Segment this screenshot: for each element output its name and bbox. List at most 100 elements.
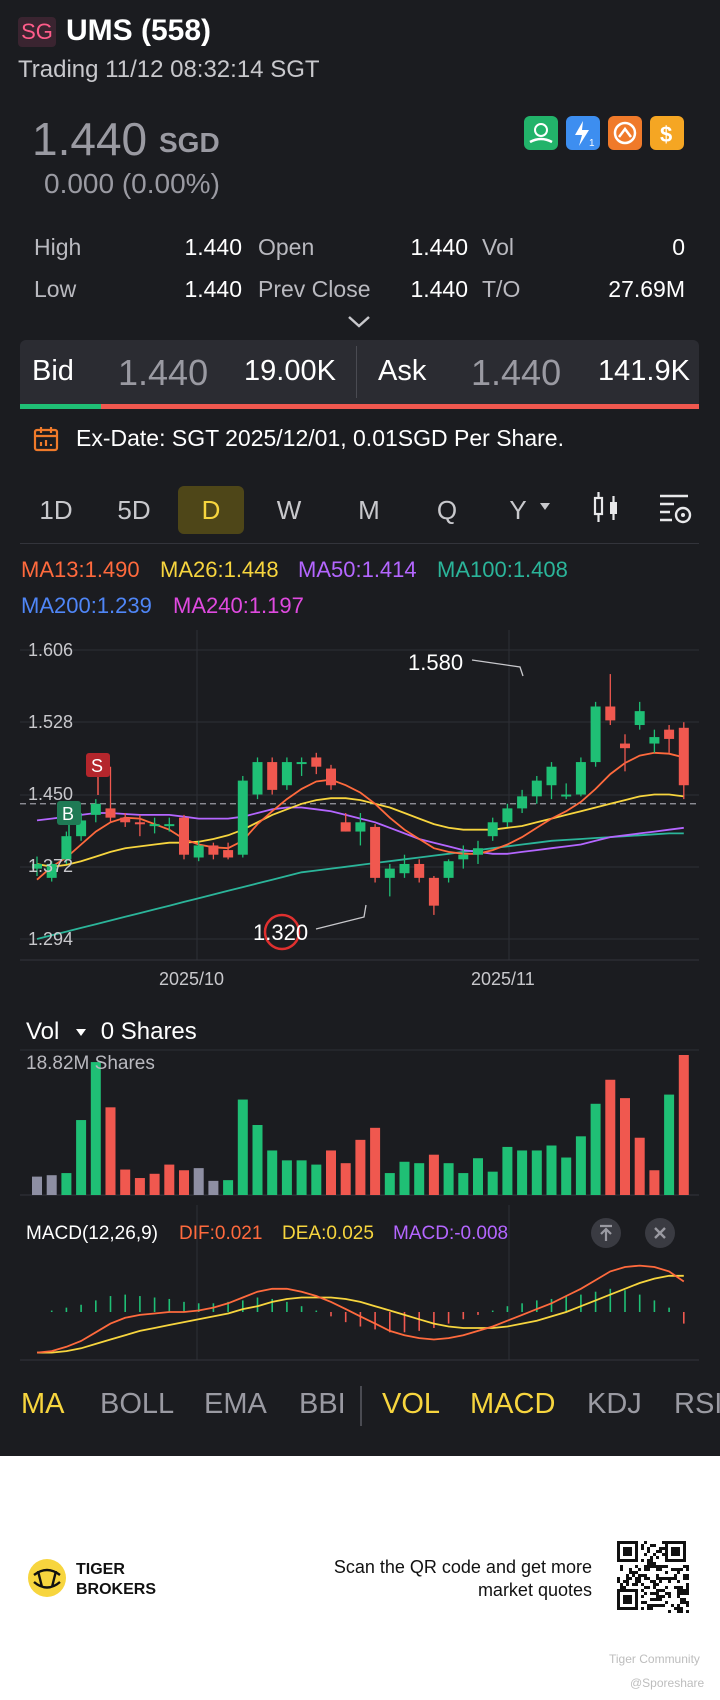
- candle-body: [311, 757, 322, 767]
- qr-module: [617, 1559, 638, 1562]
- candle-body: [340, 822, 351, 832]
- qr-module: [668, 1592, 671, 1595]
- qr-module: [686, 1601, 689, 1604]
- indicator-ema[interactable]: EMA: [204, 1388, 267, 1420]
- qr-module: [686, 1592, 689, 1595]
- ask-ratio-bar: [101, 404, 699, 409]
- candle-body: [443, 861, 454, 878]
- candlestick-type-icon[interactable]: [590, 490, 622, 531]
- qr-module: [665, 1541, 686, 1544]
- ma50-label: MA50:1.414: [298, 557, 417, 582]
- lightning-one-icon[interactable]: 1: [566, 116, 600, 150]
- volume-bar: [473, 1158, 483, 1195]
- qr-module: [686, 1568, 689, 1571]
- qr-module: [650, 1559, 653, 1562]
- indicator-rsi[interactable]: RSI: [674, 1388, 720, 1420]
- indicator-vol[interactable]: VOL: [382, 1388, 441, 1420]
- qr-module: [683, 1601, 686, 1604]
- candle-body: [590, 706, 601, 763]
- qr-module: [647, 1607, 650, 1610]
- candle-body: [649, 737, 660, 744]
- qr-module: [653, 1580, 656, 1583]
- qr-module: [659, 1550, 662, 1553]
- vol-label: Vol: [482, 234, 514, 260]
- candle-body: [605, 706, 616, 721]
- qr-module: [674, 1568, 677, 1571]
- qr-module: [644, 1586, 647, 1589]
- open-label: Open: [258, 234, 315, 260]
- qr-module: [659, 1604, 662, 1607]
- ma100-label: MA100:1.408: [437, 557, 568, 582]
- qr-module: [671, 1547, 680, 1556]
- ex-date-notice[interactable]: Ex-Date: SGT 2025/12/01, 0.01SGD Per Sha…: [76, 425, 564, 451]
- candle-body: [414, 863, 425, 878]
- qr-module: [662, 1547, 665, 1550]
- qr-module: [686, 1586, 689, 1589]
- close-icon[interactable]: [645, 1218, 675, 1248]
- chevron-down-icon[interactable]: [346, 314, 372, 335]
- qr-module: [656, 1589, 659, 1592]
- tab-d[interactable]: D: [178, 486, 244, 534]
- qr-module: [683, 1541, 686, 1562]
- price-chart[interactable]: 1.580 1.320 B S: [0, 625, 720, 1365]
- qr-module: [659, 1547, 662, 1550]
- qr-module: [635, 1589, 638, 1610]
- qr-module: [647, 1586, 650, 1589]
- qr-module: [647, 1550, 650, 1553]
- qr-module: [617, 1607, 638, 1610]
- pin-top-icon[interactable]: [591, 1218, 621, 1248]
- candle-body: [502, 808, 513, 823]
- sell-marker: [86, 753, 110, 777]
- indicator-macd[interactable]: MACD: [470, 1388, 556, 1420]
- tiger-logo-icon: [26, 1557, 68, 1604]
- qr-module: [656, 1583, 659, 1586]
- tab-q[interactable]: Q: [436, 495, 458, 525]
- tab-w[interactable]: W: [276, 495, 302, 525]
- qr-module: [656, 1574, 659, 1577]
- qr-module: [647, 1565, 650, 1568]
- volume-bar: [590, 1103, 601, 1195]
- bitcoin-icon[interactable]: [608, 116, 642, 150]
- ma200-label: MA200:1.239: [21, 593, 152, 618]
- tab-1d[interactable]: 1D: [39, 495, 73, 525]
- volume-bar: [678, 1055, 689, 1195]
- tab-m[interactable]: M: [358, 495, 380, 525]
- tab-y[interactable]: Y: [509, 495, 527, 525]
- tab-5d[interactable]: 5D: [117, 495, 151, 525]
- candle-body: [575, 762, 586, 795]
- qr-module: [686, 1574, 689, 1577]
- qr-module: [683, 1577, 686, 1580]
- money-hand-icon[interactable]: [524, 116, 558, 150]
- y-tick-label: 1.606: [28, 640, 74, 660]
- qr-module: [626, 1574, 629, 1577]
- qr-module: [650, 1544, 653, 1547]
- caret-down-icon[interactable]: [538, 500, 552, 518]
- qr-module: [659, 1598, 662, 1601]
- macd-dea: DEA:0.025: [282, 1223, 374, 1244]
- qr-module: [632, 1574, 635, 1577]
- ma26-line: [36, 793, 684, 868]
- dollar-icon[interactable]: $: [650, 116, 684, 150]
- candle-body: [237, 780, 248, 855]
- qr-module: [650, 1556, 653, 1559]
- qr-module: [632, 1583, 635, 1586]
- indicator-ma[interactable]: MA: [21, 1388, 65, 1420]
- qr-module: [662, 1541, 665, 1544]
- qr-module: [668, 1595, 671, 1598]
- qr-module: [653, 1598, 656, 1601]
- chart-settings-icon[interactable]: [658, 490, 694, 531]
- volume-bar: [634, 1137, 645, 1195]
- qr-module: [656, 1577, 659, 1580]
- volume-bar: [370, 1127, 381, 1195]
- qr-module: [680, 1568, 683, 1571]
- indicator-boll[interactable]: BOLL: [100, 1388, 175, 1420]
- brand-name: TIGER BROKERS: [76, 1560, 156, 1600]
- indicator-kdj[interactable]: KDJ: [587, 1388, 642, 1420]
- qr-module: [656, 1604, 659, 1607]
- indicator-bbi[interactable]: BBI: [299, 1388, 346, 1420]
- candle-body: [620, 743, 630, 749]
- qr-module: [680, 1607, 683, 1610]
- qr-module: [641, 1574, 644, 1577]
- volume-title[interactable]: Vol 0 Shares: [26, 1018, 197, 1046]
- qr-module: [644, 1553, 647, 1556]
